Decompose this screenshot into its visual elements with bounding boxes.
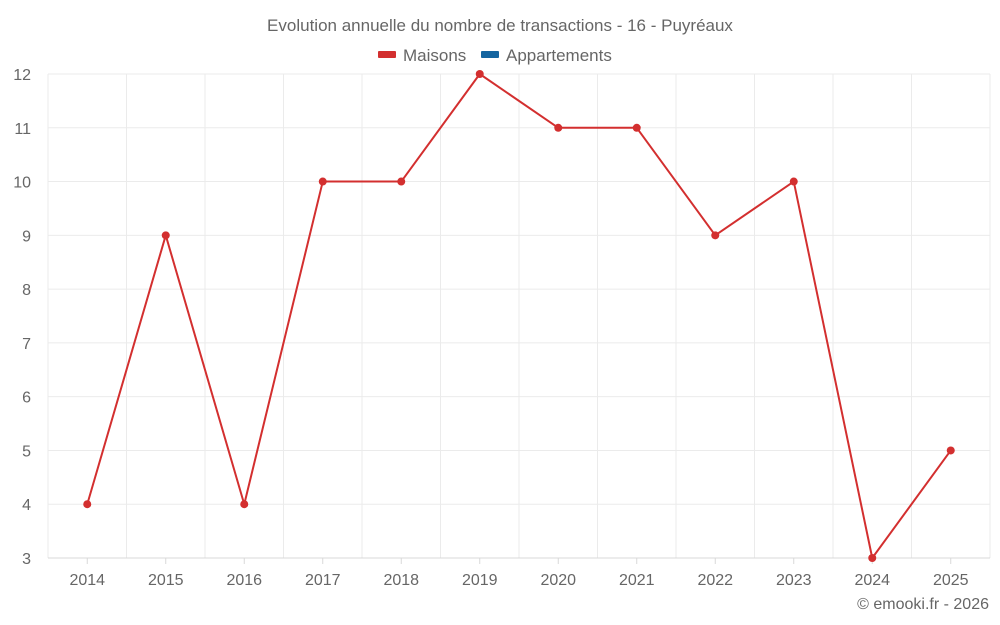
legend[interactable]: Maisons Appartements: [378, 46, 612, 65]
y-tick-label-3: 3: [22, 551, 31, 568]
legend-swatch-maisons[interactable]: [378, 51, 396, 58]
x-tick-label-2019: 2019: [462, 572, 498, 589]
data-point-maisons-2017[interactable]: [318, 177, 327, 186]
x-tick-label-2023: 2023: [776, 572, 812, 589]
x-axis-ticks: 2014 2015 2016 2017 2018 2019 2020 2021 2022 2023…: [69, 558, 969, 589]
x-tick-label-2016: 2016: [226, 572, 262, 589]
chart-title: Evolution annuelle du nombre de transact…: [267, 16, 733, 35]
y-tick-label-12: 12: [13, 67, 31, 84]
data-point-maisons-2020[interactable]: [554, 123, 563, 132]
data-point-maisons-2022[interactable]: [711, 231, 720, 240]
y-tick-label-10: 10: [13, 175, 31, 192]
y-axis-ticks: 3 4 5 6 7 8 9 10 11 12: [13, 67, 31, 568]
x-tick-label-2014: 2014: [69, 572, 105, 589]
y-tick-label-11: 11: [14, 121, 31, 138]
y-tick-label-4: 4: [22, 497, 31, 514]
x-tick-label-2022: 2022: [697, 572, 733, 589]
y-tick-label-7: 7: [22, 336, 31, 353]
legend-label-maisons[interactable]: Maisons: [403, 46, 466, 65]
legend-swatch-appartements[interactable]: [481, 51, 499, 58]
series-maisons: [83, 70, 955, 562]
legend-label-appartements[interactable]: Appartements: [506, 46, 612, 65]
credit-text: © emooki.fr - 2026: [857, 596, 989, 613]
x-tick-label-2017: 2017: [305, 572, 341, 589]
data-point-maisons-2025[interactable]: [946, 446, 955, 455]
data-point-maisons-2021[interactable]: [632, 123, 641, 132]
x-tick-label-2020: 2020: [540, 572, 576, 589]
data-point-maisons-2016[interactable]: [240, 500, 249, 509]
data-point-maisons-2023[interactable]: [789, 177, 798, 186]
data-point-maisons-2015[interactable]: [161, 231, 170, 240]
y-tick-label-6: 6: [22, 390, 31, 407]
grid: [47, 73, 991, 558]
x-tick-label-2024: 2024: [854, 572, 890, 589]
data-point-maisons-2024[interactable]: [868, 554, 877, 562]
x-tick-label-2015: 2015: [148, 572, 184, 589]
y-tick-label-8: 8: [22, 282, 31, 299]
y-tick-label-5: 5: [22, 443, 31, 460]
x-tick-label-2018: 2018: [383, 572, 419, 589]
data-point-maisons-2014[interactable]: [83, 500, 92, 509]
x-tick-label-2021: 2021: [619, 572, 655, 589]
data-point-maisons-2018[interactable]: [397, 177, 406, 186]
x-tick-label-2025: 2025: [933, 572, 969, 589]
series-line-maisons: [86, 73, 952, 559]
data-point-maisons-2019[interactable]: [475, 70, 484, 78]
y-tick-label-9: 9: [22, 228, 31, 245]
